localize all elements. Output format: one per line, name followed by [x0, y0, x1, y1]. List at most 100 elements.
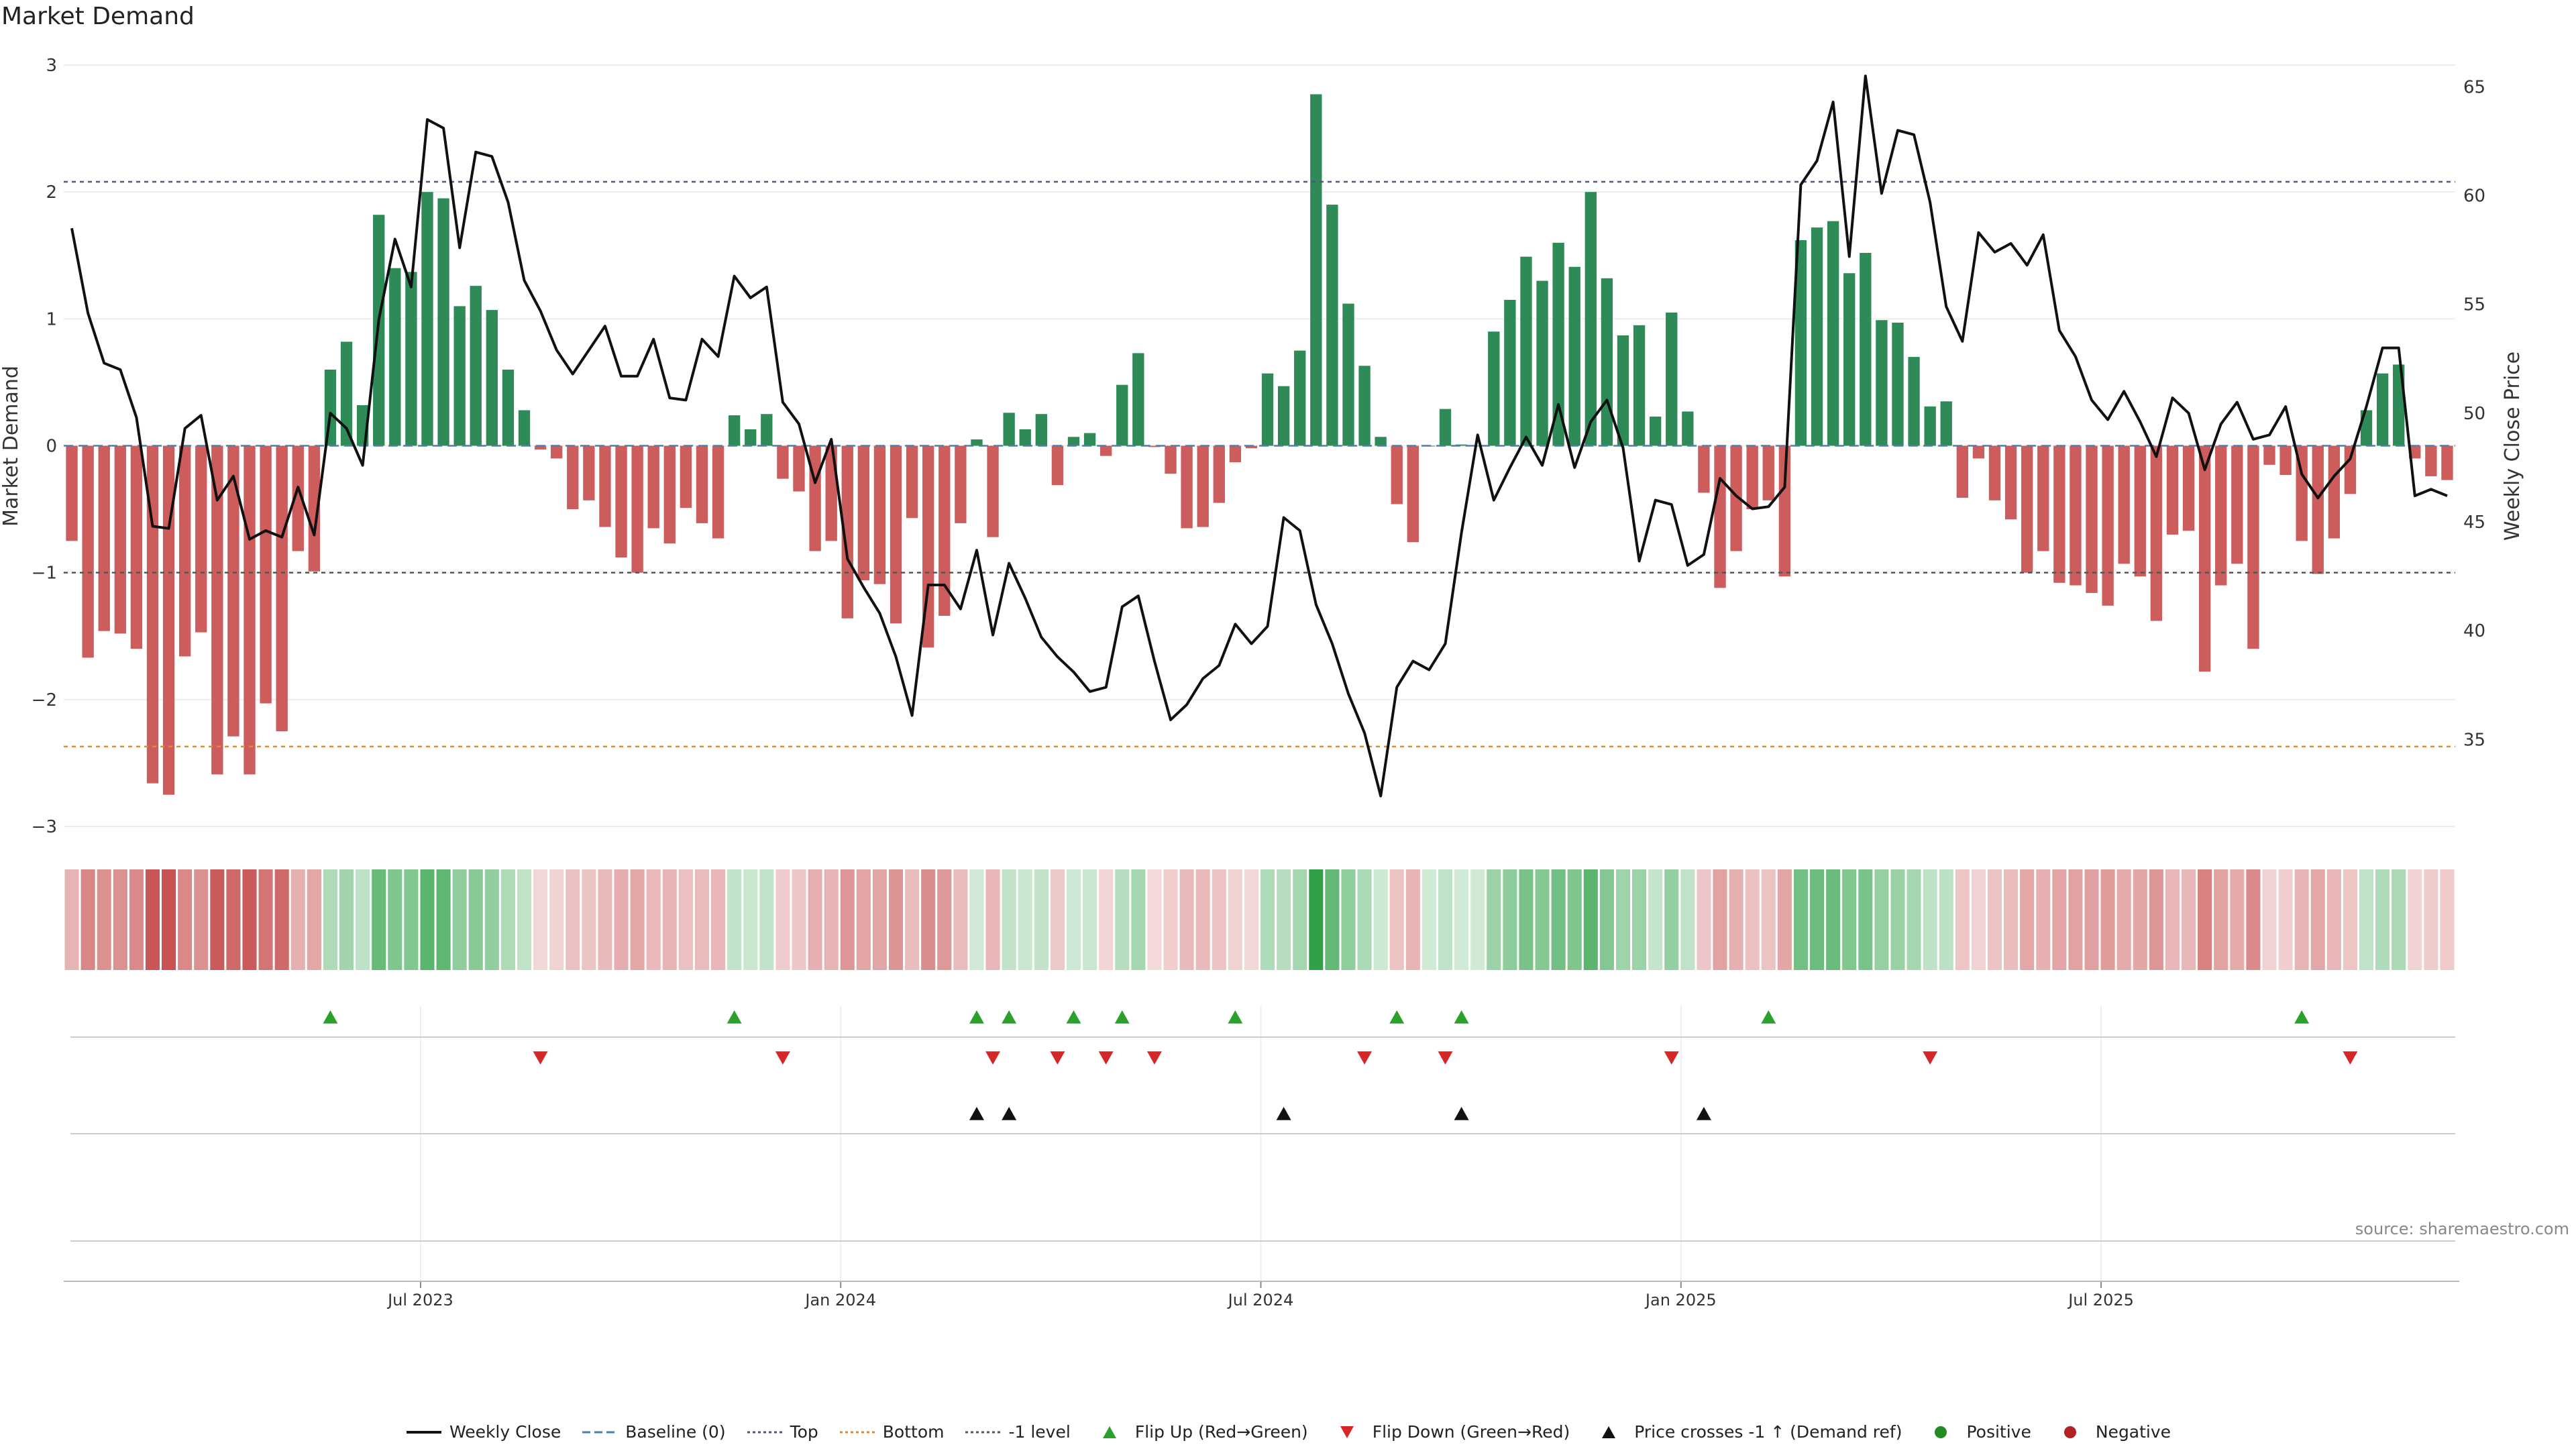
heat-strip-cell	[1648, 869, 1663, 970]
right-tick-label: 50	[2463, 404, 2485, 424]
legend-item: Flip Up (Red→Green)	[1091, 1422, 1308, 1442]
left-tick-label: 3	[46, 56, 57, 76]
heat-strip-cell	[566, 869, 580, 970]
heat-strip-cell	[1503, 869, 1517, 970]
heat-strip-cell	[388, 869, 402, 970]
demand-bar	[2198, 445, 2211, 672]
demand-bar	[1730, 445, 1742, 551]
heat-strip-cell	[1438, 869, 1453, 970]
heat-strip-cell	[1421, 869, 1436, 970]
flip-down-marker	[775, 1051, 790, 1065]
legend-item: Weekly Close	[405, 1422, 561, 1442]
heat-strip-cell	[1697, 869, 1711, 970]
heat-strip-cell	[1260, 869, 1275, 970]
demand-bar	[1488, 331, 1500, 446]
heat-strip-cell	[678, 869, 693, 970]
demand-bar	[890, 445, 902, 624]
demand-bar	[583, 445, 595, 500]
demand-bar	[292, 445, 304, 551]
demand-bar	[260, 445, 272, 704]
demand-bar	[1746, 445, 1758, 510]
heat-strip-cell	[1163, 869, 1178, 970]
demand-bar	[857, 445, 870, 581]
legend-label: Flip Down (Green→Red)	[1372, 1422, 1570, 1442]
demand-bar	[1601, 278, 1613, 446]
legend-swatch	[582, 1431, 618, 1433]
demand-bar	[647, 445, 659, 529]
demand-bar	[1229, 445, 1242, 463]
heat-strip-cell	[2294, 869, 2309, 970]
heat-strip-cell	[2004, 869, 2019, 970]
price-cross-marker	[1002, 1107, 1017, 1120]
demand-bar	[712, 445, 724, 539]
demand-bar	[1342, 303, 1354, 446]
heat-strip-cell	[2359, 869, 2374, 970]
heat-strip-cell	[452, 869, 467, 970]
legend-item: -1 level	[964, 1422, 1071, 1442]
demand-bar	[1778, 445, 1791, 577]
demand-bar	[1892, 323, 1904, 446]
heat-strip-cell	[2343, 869, 2357, 970]
heat-strip-cell	[2100, 869, 2115, 970]
demand-bar	[728, 415, 741, 446]
demand-bar	[1988, 445, 2001, 500]
heat-strip-cell	[242, 869, 257, 970]
heat-strip-cell	[1939, 869, 1953, 970]
heat-strip-cell	[2133, 869, 2147, 970]
heat-strip-cell	[2230, 869, 2245, 970]
heat-strip-cell	[1567, 869, 1582, 970]
heat-strip-cell	[1599, 869, 1614, 970]
flip-up-marker	[1454, 1010, 1469, 1024]
heat-strip-cell	[808, 869, 822, 970]
legend-label: Flip Up (Red→Green)	[1134, 1422, 1308, 1442]
demand-bar	[211, 445, 223, 775]
heat-strip-cell	[2408, 869, 2422, 970]
x-tick-label: Jan 2025	[1644, 1291, 1717, 1309]
demand-bar	[1116, 384, 1128, 446]
demand-bar	[761, 414, 773, 446]
right-tick-label: 35	[2463, 730, 2485, 750]
legend-swatch	[965, 1431, 1001, 1433]
legend-swatch	[1935, 1426, 1947, 1438]
demand-bar	[745, 429, 757, 446]
heat-strip-cell	[145, 869, 160, 970]
heat-strip-cell	[194, 869, 209, 970]
left-tick-label: −2	[32, 690, 57, 710]
demand-bar	[1633, 325, 1646, 446]
demand-bar	[1585, 192, 1597, 446]
heat-strip-cell	[1228, 869, 1242, 970]
demand-bar	[518, 410, 531, 446]
heat-strip-cell	[2310, 869, 2325, 970]
demand-bar	[1552, 242, 1564, 446]
demand-bar	[276, 445, 288, 732]
heat-strip-cell	[598, 869, 612, 970]
legend-swatch	[839, 1431, 875, 1433]
heat-strip-cell	[533, 869, 548, 970]
demand-bar	[405, 272, 417, 446]
demand-bar	[955, 445, 967, 523]
legend-label: Positive	[1966, 1422, 2031, 1442]
demand-bar	[1536, 280, 1548, 446]
heat-strip-cell	[1083, 869, 1097, 970]
demand-bar	[551, 445, 563, 459]
source-note: source: sharemaestro.com	[2355, 1220, 2569, 1238]
heat-strip-cell	[1341, 869, 1356, 970]
demand-bar	[1520, 256, 1532, 446]
heat-strip-cell	[905, 869, 920, 970]
demand-bar	[114, 445, 126, 634]
demand-bar	[2134, 445, 2146, 577]
demand-bar	[1245, 445, 1258, 449]
heat-strip-cell	[694, 869, 710, 970]
flip-up-marker	[727, 1010, 742, 1024]
demand-bar	[1472, 445, 1484, 447]
heat-strip-cell	[2036, 869, 2051, 970]
legend-swatch	[1340, 1426, 1354, 1438]
demand-bar	[1391, 445, 1403, 504]
demand-bar	[98, 445, 110, 631]
flip-up-marker	[1002, 1010, 1017, 1024]
heat-strip-cell	[1713, 869, 1727, 970]
demand-bar	[486, 310, 498, 446]
heat-strip-cell	[1389, 869, 1404, 970]
heat-strip-cell	[80, 869, 95, 970]
demand-bar	[1294, 350, 1306, 446]
